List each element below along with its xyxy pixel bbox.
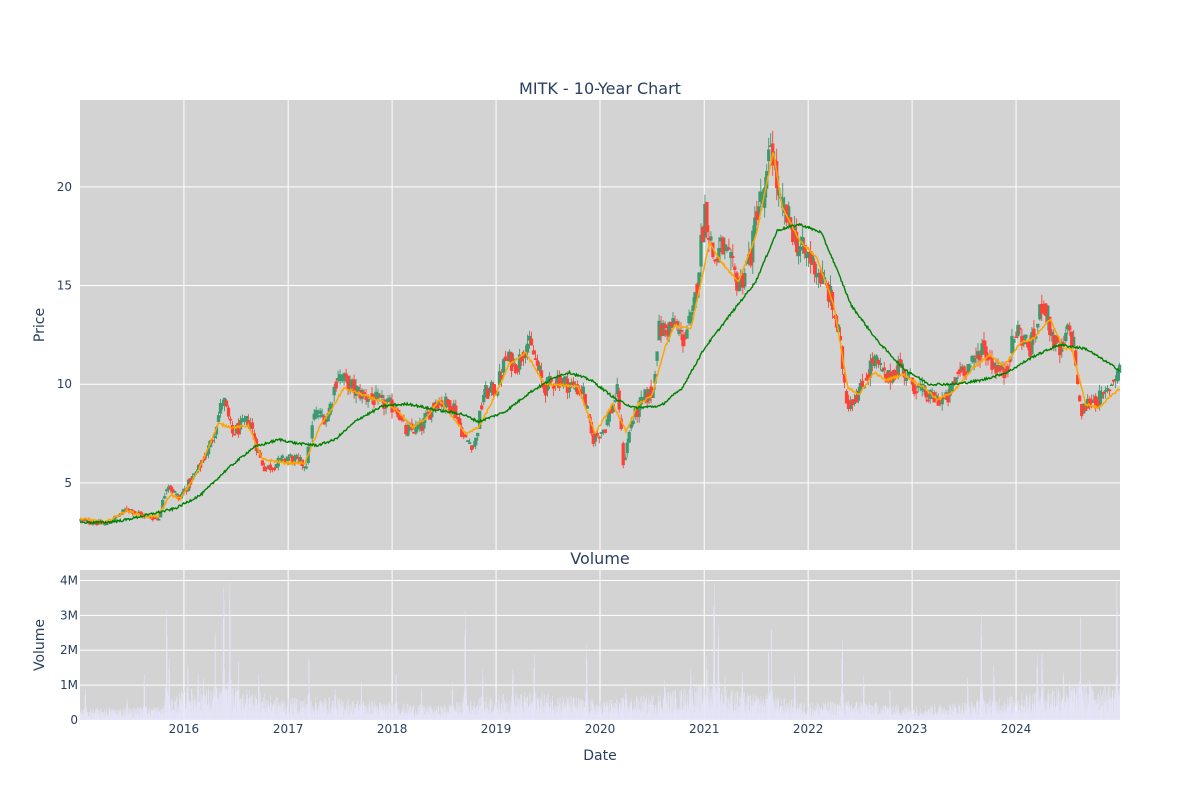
x-tick-label: 2016: [169, 722, 200, 736]
volume-y-tick-label: 1M: [60, 678, 78, 692]
x-axis-ticks: 2016 2017 2018 2019 2020 2021 2022 2023 2024: [169, 722, 1032, 736]
green-moving-average-line: [79, 222, 1121, 525]
x-tick-label: 2019: [481, 722, 512, 736]
volume-y-tick-label: 0: [70, 713, 78, 727]
volume-bars: [79, 581, 1120, 720]
price-y-tick-label: 5: [64, 476, 72, 490]
x-tick-label: 2017: [273, 722, 304, 736]
price-y-tick-label: 20: [57, 180, 72, 194]
price-y-axis-label: Price: [32, 308, 48, 342]
x-tick-label: 2023: [897, 722, 928, 736]
volume-y-tick-label: 2M: [60, 643, 78, 657]
x-tick-label: 2018: [377, 722, 408, 736]
price-y-tick-label: 15: [57, 279, 72, 293]
volume-y-tick-label: 3M: [60, 608, 78, 622]
x-tick-label: 2024: [1001, 722, 1032, 736]
volume-y-axis-ticks: 0 1M 2M 3M 4M: [60, 573, 78, 727]
price-panel: 5 10 15 20 MITK - 10-Year Chart Price: [32, 79, 1122, 550]
price-y-tick-label: 10: [57, 377, 72, 391]
price-chart-title: MITK - 10-Year Chart: [519, 79, 681, 98]
volume-gridlines: [80, 570, 1120, 721]
x-tick-label: 2021: [689, 722, 720, 736]
x-tick-label: 2022: [793, 722, 824, 736]
volume-chart-title: Volume: [570, 549, 630, 568]
volume-y-tick-label: 4M: [60, 573, 78, 587]
x-tick-label: 2020: [585, 722, 616, 736]
price-y-axis-ticks: 5 10 15 20: [57, 180, 72, 490]
x-axis-label: Date: [583, 748, 616, 764]
volume-y-axis-label: Volume: [32, 619, 48, 671]
price-gridlines: [80, 100, 1120, 550]
orange-moving-average-line: [79, 151, 1121, 524]
